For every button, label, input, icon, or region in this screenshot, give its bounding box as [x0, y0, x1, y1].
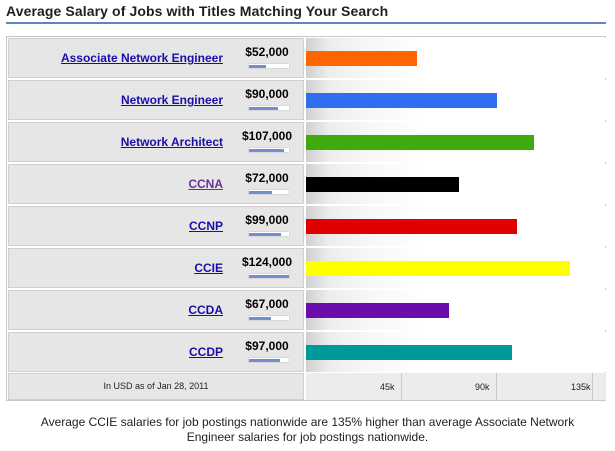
- salary-mini-bar: [248, 147, 290, 153]
- bar-cell: [306, 38, 606, 78]
- salary-mini-bar: [248, 273, 290, 279]
- row-label-cell: Network Engineer $90,000: [8, 80, 304, 120]
- salary-mini-bar: [248, 357, 290, 363]
- x-axis: 45k 90k 135k: [306, 373, 606, 400]
- chart-footer: In USD as of Jan 28, 2011 45k 90k 135k: [8, 373, 606, 400]
- bar-cell: [306, 290, 606, 330]
- salary-mini-fill: [249, 275, 289, 278]
- salary-mini-fill: [249, 191, 272, 194]
- row-label-cell: Associate Network Engineer $52,000: [8, 38, 304, 78]
- salary-bar: [306, 303, 449, 318]
- bar-cell: [306, 332, 606, 372]
- salary-mini-bar: [248, 105, 290, 111]
- salary-mini-fill: [249, 233, 281, 236]
- salary-mini-fill: [249, 107, 278, 110]
- x-tick-label: 45k: [380, 382, 395, 392]
- salary-bar: [306, 261, 570, 276]
- salary-label: $52,000: [245, 45, 289, 59]
- salary-bar: [306, 345, 512, 360]
- salary-mini-fill: [249, 65, 266, 68]
- salary-label: $67,000: [245, 297, 289, 311]
- summary-line-1: Average CCIE salaries for job postings n…: [40, 415, 575, 429]
- salary-label: $90,000: [245, 87, 289, 101]
- x-tick-label: 135k: [571, 382, 591, 392]
- job-title-link[interactable]: CCNA: [188, 177, 223, 191]
- chart-row: Network Architect $107,000: [8, 122, 606, 163]
- job-title-link[interactable]: Network Architect: [120, 135, 223, 149]
- salary-mini-fill: [249, 149, 284, 152]
- job-title-link[interactable]: CCDA: [188, 303, 223, 317]
- bar-cell: [306, 248, 606, 288]
- currency-note: In USD as of Jan 28, 2011: [8, 373, 304, 400]
- chart-row: CCDP $97,000: [8, 332, 606, 373]
- chart-row: Associate Network Engineer $52,000: [8, 38, 606, 79]
- x-tick-cell: [306, 373, 402, 400]
- job-title-link[interactable]: Network Engineer: [120, 93, 223, 107]
- salary-mini-bar: [248, 315, 290, 321]
- x-tick-label: 90k: [475, 382, 490, 392]
- job-title-link[interactable]: Associate Network Engineer: [60, 51, 223, 65]
- bar-cell: [306, 164, 606, 204]
- row-label-cell: CCDP $97,000: [8, 332, 304, 372]
- chart-row: CCNP $99,000: [8, 206, 606, 247]
- bar-cell: [306, 80, 606, 120]
- row-label-cell: Network Architect $107,000: [8, 122, 304, 162]
- summary-line-2: Engineer salaries for job postings natio…: [186, 430, 429, 444]
- chart-row: CCIE $124,000: [8, 248, 606, 289]
- salary-mini-fill: [249, 359, 280, 362]
- page-title: Average Salary of Jobs with Titles Match…: [6, 3, 389, 19]
- row-label-cell: CCDA $67,000: [8, 290, 304, 330]
- salary-bar: [306, 51, 417, 66]
- salary-label: $99,000: [245, 213, 289, 227]
- x-tick-cell: [497, 373, 593, 400]
- title-divider: [6, 22, 606, 24]
- chart-row: CCNA $72,000: [8, 164, 606, 205]
- salary-mini-bar: [248, 63, 290, 69]
- salary-bar: [306, 93, 497, 108]
- chart-row: Network Engineer $90,000: [8, 80, 606, 121]
- row-label-cell: CCNA $72,000: [8, 164, 304, 204]
- salary-mini-bar: [248, 189, 290, 195]
- job-title-link[interactable]: CCNP: [188, 219, 223, 233]
- salary-label: $97,000: [245, 339, 289, 353]
- chart-row: CCDA $67,000: [8, 290, 606, 331]
- bar-cell: [306, 206, 606, 246]
- x-tick-cell: [402, 373, 497, 400]
- salary-mini-bar: [248, 231, 290, 237]
- salary-label: $124,000: [241, 255, 293, 269]
- job-title-link[interactable]: CCDP: [188, 345, 223, 359]
- salary-label: $72,000: [245, 171, 289, 185]
- salary-bar: [306, 135, 534, 150]
- summary-caption: Average CCIE salaries for job postings n…: [20, 415, 595, 445]
- salary-bar: [306, 219, 517, 234]
- salary-bar: [306, 177, 459, 192]
- job-title-link[interactable]: CCIE: [194, 261, 223, 275]
- salary-label: $107,000: [241, 129, 293, 143]
- row-label-cell: CCIE $124,000: [8, 248, 304, 288]
- row-label-cell: CCNP $99,000: [8, 206, 304, 246]
- bar-cell: [306, 122, 606, 162]
- salary-mini-fill: [249, 317, 271, 320]
